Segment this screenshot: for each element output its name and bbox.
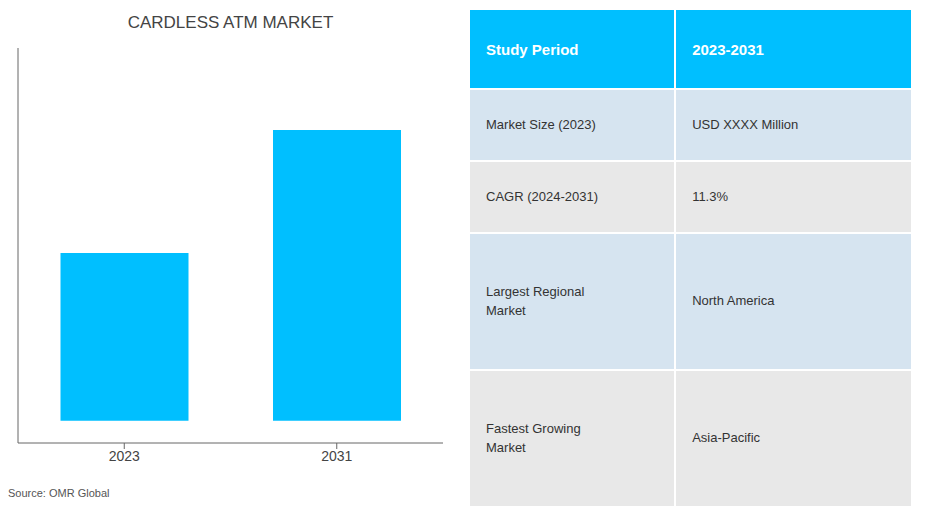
html-text:CAGR (2024-2031): CAGR (2024-2031) [486, 189, 598, 204]
html-text:Fastest Growing Market: Fastest Growing Market [486, 421, 581, 455]
html-text:USD XXXX Million: USD XXXX Million [692, 116, 799, 132]
html-text:Asia-Pacific: Asia-Pacific [692, 430, 760, 446]
html-text:Source: OMR Global: Source: OMR Global [8, 487, 110, 499]
html-text:Market Size (2023): Market Size (2023) [486, 116, 596, 132]
svg-text:2031: 2031 [321, 448, 352, 464]
svg-text:2023: 2023 [109, 448, 140, 464]
html-text:Study Period: Study Period [486, 40, 579, 58]
html-text:Largest Regional Market: Largest Regional Market [486, 284, 585, 318]
html-text:11.3%: 11.3% [692, 189, 728, 204]
html-text:CARDLESS ATM MARKET: CARDLESS ATM MARKET [127, 13, 334, 32]
html-text:2023-2031: 2023-2031 [692, 40, 764, 58]
html-text:North America: North America [692, 293, 775, 309]
